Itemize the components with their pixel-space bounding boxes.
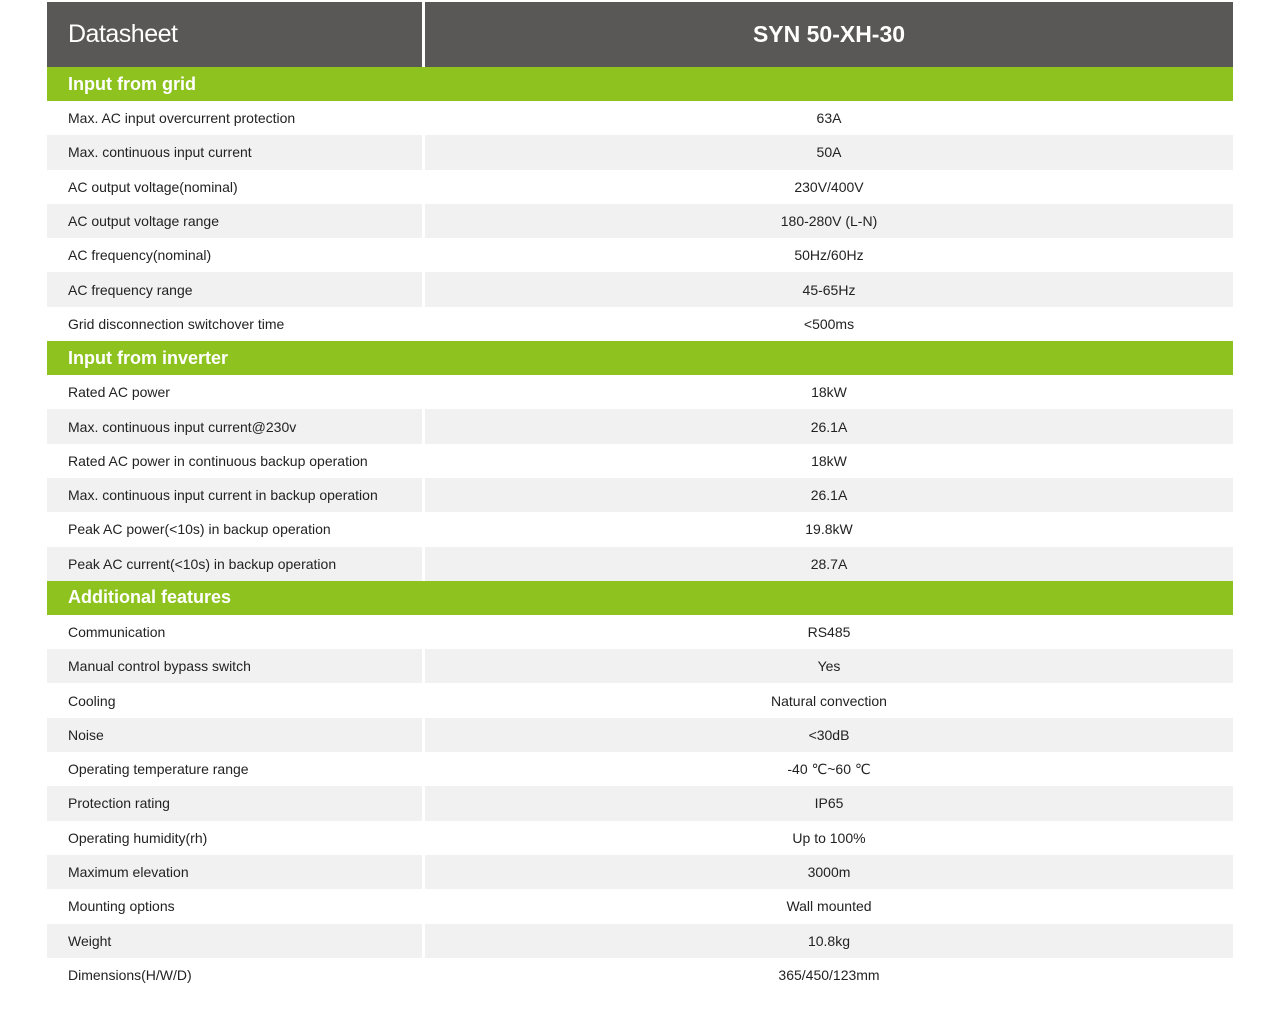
row-label: Max. continuous input current in backup … bbox=[47, 477, 425, 513]
row-value: 50A bbox=[816, 144, 842, 161]
table-row: Manual control bypass switch Yes bbox=[47, 649, 1233, 684]
table-row: Operating temperature range -40 ℃~60 ℃ bbox=[47, 752, 1233, 787]
table-row: AC frequency range 45-65Hz bbox=[47, 272, 1233, 307]
table-row: Peak AC power(<10s) in backup operation … bbox=[47, 512, 1233, 547]
datasheet-table: Datasheet SYN 50-XH-30 Input from grid M… bbox=[47, 2, 1233, 993]
row-value: -40 ℃~60 ℃ bbox=[787, 760, 871, 777]
row-label: Maximum elevation bbox=[47, 854, 425, 890]
table-row: AC output voltage range 180-280V (L-N) bbox=[47, 203, 1233, 239]
table-row: Dimensions(H/W/D) 365/450/123mm bbox=[47, 957, 1233, 993]
row-value: 26.1A bbox=[810, 487, 848, 504]
table-row: Grid disconnection switchover time <500m… bbox=[47, 306, 1233, 342]
row-value: Up to 100% bbox=[792, 829, 866, 846]
row-value: Yes bbox=[817, 658, 841, 675]
table-row: Protection rating IP65 bbox=[47, 786, 1233, 821]
section-title-input-from-inverter: Input from inverter bbox=[47, 341, 1233, 376]
row-label: Noise bbox=[47, 717, 425, 753]
row-value: 28.7A bbox=[810, 555, 848, 572]
row-value: 45-65Hz bbox=[802, 281, 856, 298]
row-label: Rated AC power bbox=[47, 375, 425, 410]
row-value: 26.1A bbox=[810, 418, 848, 435]
table-header: Datasheet SYN 50-XH-30 bbox=[47, 2, 1233, 67]
row-label: Grid disconnection switchover time bbox=[47, 306, 425, 342]
row-value: 3000m bbox=[807, 864, 851, 881]
table-row: Operating humidity(rh) Up to 100% bbox=[47, 820, 1233, 855]
row-label: Max. continuous input current@230v bbox=[47, 409, 425, 444]
table-row: Rated AC power 18kW bbox=[47, 375, 1233, 410]
row-label: Cooling bbox=[47, 683, 425, 718]
row-value: 230V/400V bbox=[794, 178, 864, 195]
datasheet-title: Datasheet bbox=[47, 2, 425, 67]
table-row: Max. continuous input current@230v 26.1A bbox=[47, 409, 1233, 444]
row-value: 18kW bbox=[811, 452, 847, 469]
row-label: AC output voltage(nominal) bbox=[47, 169, 425, 204]
row-label: Manual control bypass switch bbox=[47, 649, 425, 684]
section-title-input-from-grid: Input from grid bbox=[47, 67, 1233, 101]
row-label: Operating temperature range bbox=[47, 752, 425, 787]
table-row: AC output voltage(nominal) 230V/400V bbox=[47, 169, 1233, 204]
table-row: Mounting options Wall mounted bbox=[47, 889, 1233, 924]
row-label: Protection rating bbox=[47, 786, 425, 821]
row-value: <500ms bbox=[803, 315, 855, 332]
table-row: Maximum elevation 3000m bbox=[47, 854, 1233, 890]
row-label: Max. continuous input current bbox=[47, 135, 425, 170]
model-name: SYN 50-XH-30 bbox=[752, 21, 906, 47]
table-row: Max. AC input overcurrent protection 63A bbox=[47, 101, 1233, 136]
table-row: Weight 10.8kg bbox=[47, 923, 1233, 958]
table-row: Max. continuous input current 50A bbox=[47, 135, 1233, 170]
row-label: Mounting options bbox=[47, 889, 425, 924]
row-value: 63A bbox=[816, 110, 842, 127]
row-label: Dimensions(H/W/D) bbox=[47, 957, 425, 993]
row-value: IP65 bbox=[814, 795, 844, 812]
table-row: Noise <30dB bbox=[47, 717, 1233, 753]
table-row: Max. continuous input current in backup … bbox=[47, 477, 1233, 513]
row-value: 19.8kW bbox=[805, 521, 853, 538]
row-label: Weight bbox=[47, 923, 425, 958]
row-value: 365/450/123mm bbox=[778, 966, 880, 983]
row-value: Wall mounted bbox=[786, 898, 872, 915]
row-value: RS485 bbox=[807, 624, 851, 640]
row-label: AC frequency(nominal) bbox=[47, 238, 425, 273]
table-row: Cooling Natural convection bbox=[47, 683, 1233, 718]
row-value: 18kW bbox=[811, 384, 847, 401]
row-label: Peak AC current(<10s) in backup operatio… bbox=[47, 546, 425, 581]
row-label: AC output voltage range bbox=[47, 203, 425, 239]
table-row: Communication RS485 bbox=[47, 614, 1233, 650]
row-value: 10.8kg bbox=[807, 932, 851, 949]
table-row: AC frequency(nominal) 50Hz/60Hz bbox=[47, 238, 1233, 273]
row-label: Communication bbox=[47, 614, 425, 650]
table-row: Peak AC current(<10s) in backup operatio… bbox=[47, 546, 1233, 581]
row-label: Max. AC input overcurrent protection bbox=[47, 101, 425, 136]
row-value: 50Hz/60Hz bbox=[794, 247, 864, 264]
row-label: Peak AC power(<10s) in backup operation bbox=[47, 512, 425, 547]
row-value: <30dB bbox=[808, 726, 850, 743]
section-title-additional-features: Additional features bbox=[47, 580, 1233, 615]
row-value: 180-280V (L-N) bbox=[780, 213, 878, 230]
row-label: AC frequency range bbox=[47, 272, 425, 307]
row-label: Operating humidity(rh) bbox=[47, 820, 425, 855]
table-row: Rated AC power in continuous backup oper… bbox=[47, 443, 1233, 478]
row-label: Rated AC power in continuous backup oper… bbox=[47, 443, 425, 478]
row-value: Natural convection bbox=[771, 692, 887, 709]
